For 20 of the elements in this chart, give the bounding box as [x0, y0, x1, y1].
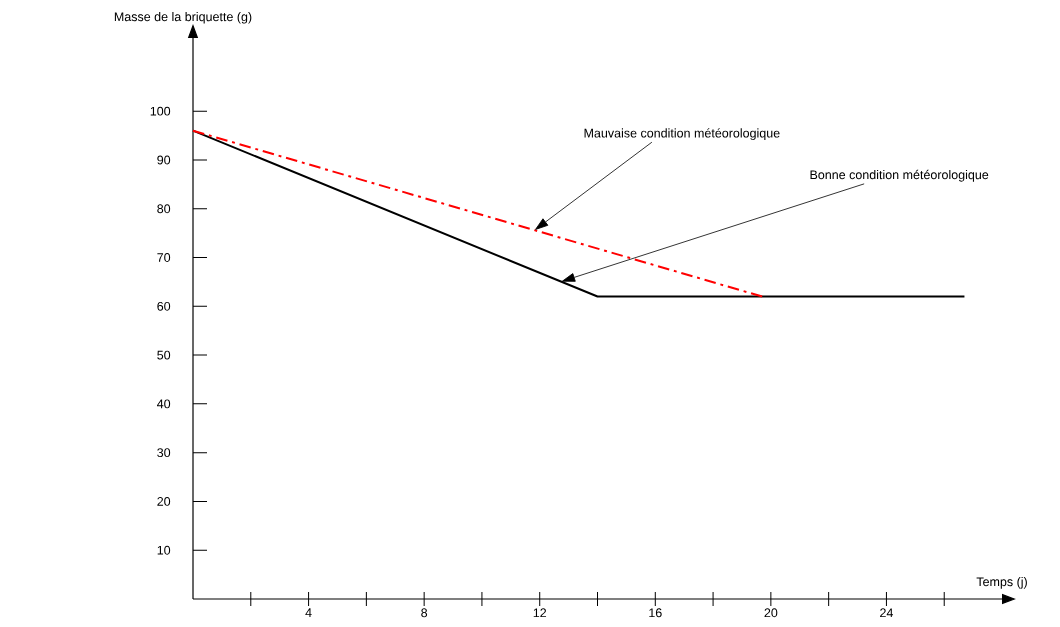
y-tick-label: 10	[157, 545, 171, 555]
y-tick-label: 40	[157, 399, 171, 409]
y-tick-label: 50	[157, 350, 171, 360]
y-tick-label: 100	[150, 106, 171, 116]
y-tick-label: 30	[157, 448, 171, 458]
x-axis-title: Temps (j)	[976, 576, 1027, 589]
y-tick-label: 20	[157, 497, 171, 506]
annotation: Bonne condition météorologique	[810, 169, 989, 182]
x-tick-label: 8	[421, 608, 428, 618]
x-tick-label: 20	[764, 608, 778, 618]
x-tick-label: 4	[305, 608, 312, 617]
y-tick-label: 90	[157, 155, 171, 165]
x-tick-label: 12	[533, 608, 547, 618]
annotation: Mauvaise condition météorologique	[584, 128, 780, 140]
x-tick-label: 24	[880, 608, 894, 618]
y-tick-label: 70	[157, 253, 171, 262]
y-tick-label: 60	[157, 301, 171, 311]
y-tick-label: 80	[157, 204, 171, 214]
x-tick-label: 16	[649, 608, 662, 618]
y-axis-title: Masse de la briquette (g)	[114, 11, 252, 24]
